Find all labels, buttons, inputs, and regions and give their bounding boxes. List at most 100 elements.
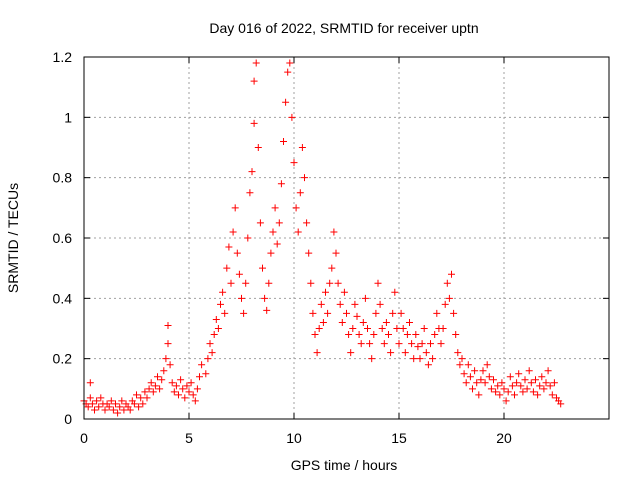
data-point: [97, 394, 105, 402]
data-point: [101, 406, 109, 414]
data-point: [202, 370, 210, 378]
data-point: [307, 279, 315, 287]
data-point: [452, 331, 460, 339]
data-point: [290, 159, 298, 167]
data-point: [225, 243, 233, 251]
data-point: [391, 288, 399, 296]
data-point: [256, 219, 264, 227]
data-point: [424, 361, 432, 369]
data-point: [475, 391, 483, 399]
data-point: [219, 288, 227, 296]
data-point: [357, 340, 365, 348]
data-point: [466, 373, 474, 381]
data-point: [319, 318, 327, 326]
x-axis-title: GPS time / hours: [291, 457, 398, 473]
x-axis-tick-labels: 0 5 10 15 20: [80, 430, 512, 446]
x-tick-label: 5: [185, 430, 193, 446]
x-tick-label: 0: [80, 430, 88, 446]
y-tick-label: 0.8: [53, 170, 73, 186]
data-point: [214, 325, 222, 332]
data-point: [206, 340, 214, 348]
data-point: [490, 376, 497, 384]
data-point: [162, 355, 170, 363]
data-point: [387, 349, 395, 357]
data-point: [473, 379, 481, 387]
data-point: [250, 77, 258, 85]
data-point: [326, 279, 334, 287]
data-point: [229, 228, 237, 236]
data-point: [445, 294, 453, 302]
data-point: [172, 382, 180, 390]
data-point: [374, 279, 382, 287]
data-point: [294, 228, 302, 236]
data-point: [496, 391, 504, 399]
data-point: [334, 279, 342, 287]
data-point: [399, 325, 407, 332]
data-point: [422, 349, 430, 357]
data-point: [450, 309, 458, 317]
data-point: [349, 325, 357, 332]
data-point: [441, 300, 449, 308]
data-point: [223, 264, 231, 272]
data-point: [368, 355, 376, 363]
data-point: [168, 379, 176, 387]
data-point: [397, 309, 405, 317]
data-point: [145, 385, 153, 393]
data-point: [410, 355, 418, 363]
data-point: [267, 249, 275, 257]
data-point: [288, 113, 296, 121]
data-point: [143, 394, 151, 402]
data-point: [403, 331, 411, 339]
data-point: [448, 270, 455, 278]
data-point: [443, 279, 451, 287]
data-point: [217, 300, 224, 308]
data-point: [347, 349, 355, 357]
data-point: [416, 355, 424, 363]
y-axis-tick-labels: 0 0.2 0.4 0.6 0.8 1 1.2: [53, 49, 73, 427]
data-point: [479, 367, 487, 375]
data-point: [164, 340, 172, 348]
data-point: [328, 264, 336, 272]
data-point: [196, 373, 203, 381]
data-point: [244, 234, 252, 242]
data-point: [420, 325, 428, 332]
data-point: [429, 355, 437, 363]
data-point: [330, 228, 338, 236]
data-point: [469, 385, 476, 393]
data-point: [95, 403, 103, 411]
data-point: [313, 349, 321, 357]
data-point: [366, 340, 374, 348]
data-point: [166, 361, 174, 369]
data-point: [271, 204, 279, 212]
data-point: [351, 300, 359, 308]
data-point: [345, 331, 353, 339]
data-point: [544, 367, 552, 375]
data-point: [139, 400, 147, 408]
data-point: [538, 373, 546, 381]
data-point: [84, 403, 92, 411]
data-point: [298, 144, 306, 151]
data-point: [275, 219, 283, 227]
data-point: [311, 331, 319, 339]
data-point: [542, 379, 550, 387]
data-point: [185, 388, 193, 396]
data-point: [133, 391, 140, 399]
data-point: [343, 309, 350, 317]
y-tick-label: 0.2: [53, 351, 73, 367]
data-point: [317, 300, 325, 308]
data-point: [154, 373, 161, 381]
data-point: [277, 180, 285, 188]
data-point: [261, 294, 269, 302]
data-point: [252, 59, 260, 67]
data-point: [235, 270, 243, 278]
data-point: [494, 382, 502, 390]
data-point: [359, 318, 367, 326]
data-point: [227, 279, 235, 287]
data-point: [208, 349, 216, 357]
data-point: [269, 228, 277, 236]
data-point: [324, 309, 332, 317]
data-point: [506, 373, 514, 381]
data-point: [364, 325, 371, 332]
data-point: [107, 397, 115, 405]
y-tick-label: 0: [64, 411, 72, 427]
